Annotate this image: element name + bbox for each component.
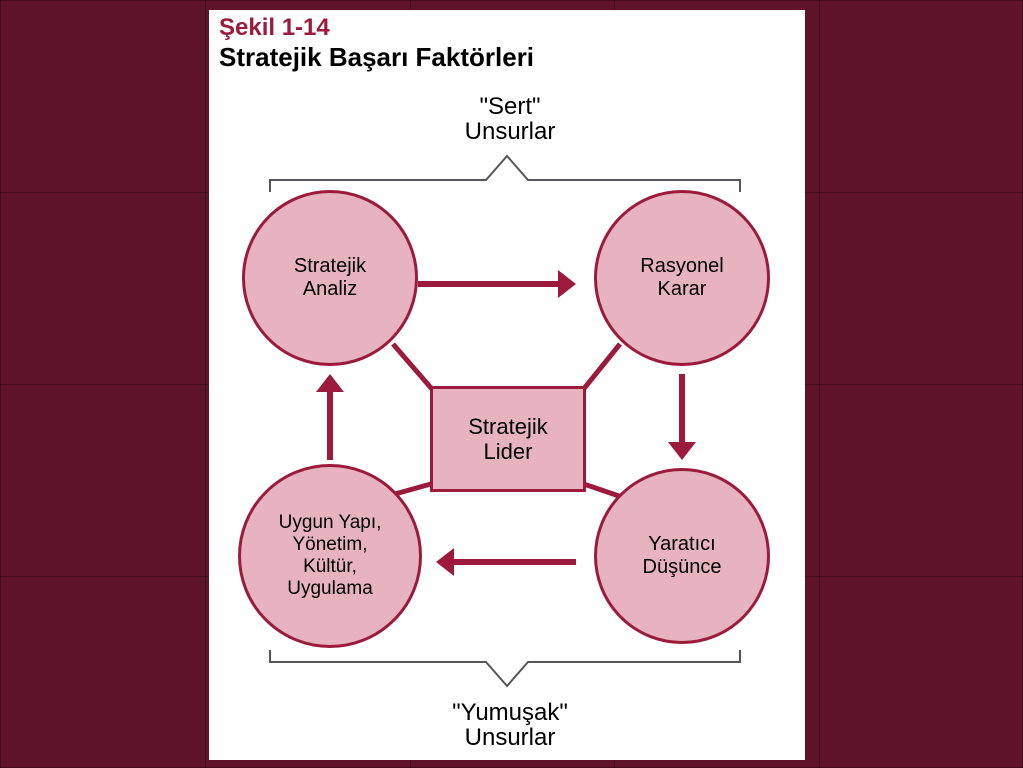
stage: Şekil 1-14 Stratejik Başarı Faktörleri S… bbox=[0, 0, 1023, 768]
node-uygun-yapi: Uygun Yapı, Yönetim, Kültür, Uygulama bbox=[238, 464, 422, 648]
node-stratejik-analiz: Stratejik Analiz bbox=[242, 190, 418, 366]
center-node-label: Stratejik Lider bbox=[468, 414, 547, 465]
node-yaratici-dusunce: Yaratıcı Düşünce bbox=[594, 468, 770, 644]
figure-title: Stratejik Başarı Faktörleri bbox=[219, 42, 534, 73]
figure-label: Şekil 1-14 bbox=[219, 14, 330, 42]
category-label-top: "Sert" Unsurlar bbox=[420, 94, 600, 144]
node-rasyonel-karar-label: Rasyonel Karar bbox=[640, 255, 723, 301]
node-rasyonel-karar: Rasyonel Karar bbox=[594, 190, 770, 366]
node-uygun-yapi-label: Uygun Yapı, Yönetim, Kültür, Uygulama bbox=[279, 512, 382, 599]
category-label-top-text: "Sert" Unsurlar bbox=[465, 93, 556, 145]
center-node: Stratejik Lider bbox=[430, 386, 586, 492]
category-label-bottom: "Yumuşak" Unsurlar bbox=[420, 700, 600, 750]
node-stratejik-analiz-label: Stratejik Analiz bbox=[294, 255, 366, 301]
category-label-bottom-text: "Yumuşak" Unsurlar bbox=[452, 699, 568, 751]
node-yaratici-dusunce-label: Yaratıcı Düşünce bbox=[643, 533, 722, 579]
